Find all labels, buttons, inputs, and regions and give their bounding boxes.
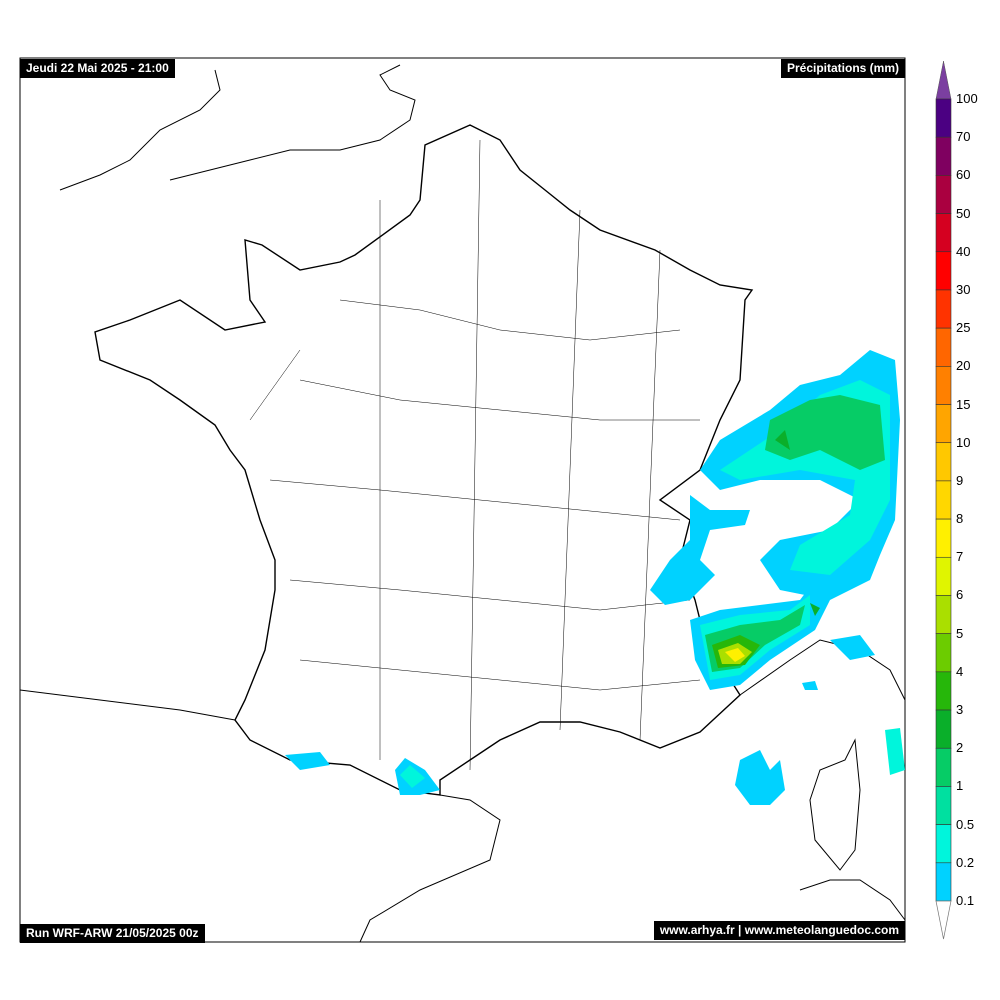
- precip-sea: [735, 750, 785, 805]
- colorbar-label: 10: [956, 434, 971, 450]
- uk-coast: [59, 64, 416, 191]
- colorbar-label: 7: [956, 549, 964, 565]
- colorbar-label: 30: [956, 281, 971, 297]
- precip-jura: [650, 495, 750, 605]
- colorbar-segment: [935, 595, 952, 634]
- forecast-datetime: Jeudi 22 Mai 2025 - 21:00: [20, 59, 175, 78]
- colorbar-segment: [935, 747, 952, 787]
- colorbar-label: 9: [956, 472, 964, 488]
- variable-title: Précipitations (mm): [780, 59, 905, 78]
- colorbar-under-arrow: [935, 900, 952, 940]
- colorbar-segment: [935, 213, 952, 253]
- model-run-label: Run WRF-ARW 21/05/2025 00z: [20, 924, 205, 943]
- colorbar-segment: [935, 518, 952, 558]
- colorbar-label: 50: [956, 205, 971, 221]
- colorbar-segment: [935, 98, 952, 138]
- colorbar-segment: [935, 786, 952, 825]
- credits-label: www.arhya.fr | www.meteolanguedoc.com: [653, 921, 905, 940]
- colorbar-label: 5: [956, 625, 964, 641]
- colorbar-segment: [935, 136, 952, 176]
- colorbar-over-arrow: [935, 60, 952, 100]
- colorbar-segment: [935, 289, 952, 329]
- colorbar-segment: [935, 366, 952, 405]
- colorbar-segment: [935, 404, 952, 444]
- colorbar-label: 3: [956, 702, 964, 718]
- colorbar-segment: [935, 442, 952, 482]
- colorbar-label: 0.1: [956, 893, 975, 908]
- colorbar-label: 20: [956, 358, 971, 374]
- colorbar-label: 0.5: [956, 816, 975, 832]
- map-frame: [19, 57, 906, 943]
- colorbar-label: 25: [956, 320, 971, 336]
- colorbar-segment: [935, 327, 952, 367]
- colorbar-segment: [935, 709, 952, 749]
- colorbar-label: 40: [956, 243, 971, 259]
- colorbar-label: 0.2: [956, 854, 975, 870]
- department-borders: [249, 139, 701, 771]
- colorbar-label: 8: [956, 511, 964, 527]
- colorbar-label: 15: [956, 396, 971, 412]
- precip-pyrenees-west: [285, 752, 330, 770]
- colorbar-segment: [935, 824, 952, 864]
- colorbar-segment: [935, 633, 952, 673]
- colorbar-label: 100: [956, 91, 978, 106]
- colorbar-label: 60: [956, 167, 971, 183]
- precipitation-areas: [285, 350, 905, 805]
- colorbar-segment: [935, 251, 952, 291]
- colorbar-label: 1: [956, 778, 964, 794]
- colorbar-segment: [935, 862, 952, 902]
- colorbar-label: 4: [956, 663, 964, 679]
- colorbar: [935, 60, 952, 940]
- colorbar-label: 70: [956, 129, 971, 145]
- sardinia: [799, 879, 906, 921]
- spain-coast: [19, 689, 501, 943]
- colorbar-label: 6: [956, 587, 964, 603]
- colorbar-segment: [935, 175, 952, 214]
- colorbar-segment: [935, 556, 952, 596]
- colorbar-segment: [935, 480, 952, 520]
- colorbar-label: 2: [956, 740, 964, 756]
- corsica: [809, 738, 861, 871]
- colorbar-segment: [935, 671, 952, 711]
